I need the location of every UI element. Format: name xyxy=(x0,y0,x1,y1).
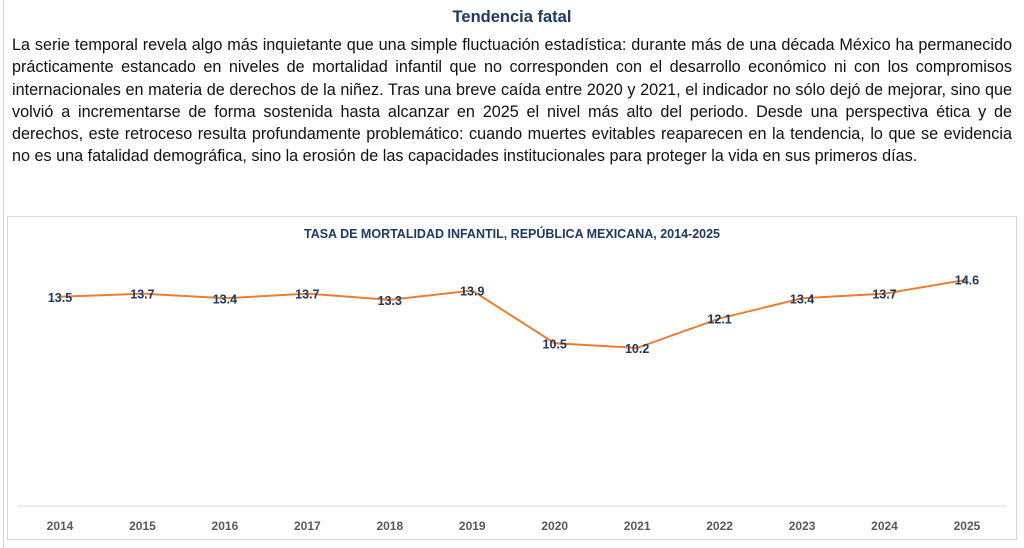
page-edge xyxy=(3,0,4,548)
data-label: 10.5 xyxy=(543,337,567,351)
x-tick-label: 2024 xyxy=(871,519,898,533)
section-title: Tendencia fatal xyxy=(452,8,572,26)
series-line xyxy=(59,278,968,349)
x-tick-label: 2020 xyxy=(541,519,568,533)
x-tick-label: 2022 xyxy=(706,519,733,533)
data-label: 14.6 xyxy=(955,274,979,288)
data-label: 13.5 xyxy=(48,291,72,305)
data-label: 13.9 xyxy=(460,285,484,299)
x-tick-label: 2019 xyxy=(459,519,486,533)
data-label: 13.3 xyxy=(378,294,402,308)
x-tick-label: 2018 xyxy=(376,519,403,533)
data-label: 10.2 xyxy=(625,342,649,356)
data-label: 12.1 xyxy=(707,312,731,326)
data-label: 13.7 xyxy=(130,288,154,302)
body-paragraph: La serie temporal revela algo más inquie… xyxy=(12,36,1012,166)
data-label: 13.4 xyxy=(790,292,814,306)
x-tick-label: 2017 xyxy=(294,519,321,533)
chart-container xyxy=(7,216,1017,540)
data-label: 13.4 xyxy=(213,292,237,306)
data-label: 13.7 xyxy=(872,288,896,302)
x-tick-label: 2015 xyxy=(129,519,156,533)
chart-title: TASA DE MORTALIDAD INFANTIL, REPÚBLICA M… xyxy=(304,226,720,241)
x-tick-label: 2016 xyxy=(212,519,239,533)
x-tick-label: 2021 xyxy=(624,519,651,533)
x-tick-label: 2023 xyxy=(789,519,816,533)
x-tick-label: 2025 xyxy=(954,519,981,533)
data-label: 13.7 xyxy=(295,288,319,302)
x-tick-label: 2014 xyxy=(47,519,74,533)
